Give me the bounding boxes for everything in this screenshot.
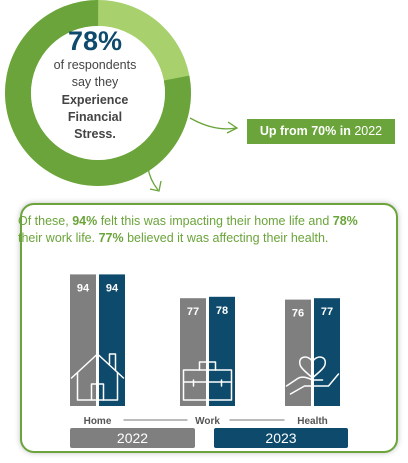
bar-label-health-2022: 76 xyxy=(292,308,304,320)
callout-year: 2022 xyxy=(354,124,383,138)
bar-label-health-2023: 77 xyxy=(321,306,333,318)
bar-work-2023 xyxy=(209,296,235,406)
arrow-to-callout-head xyxy=(226,121,239,134)
briefcase-icon xyxy=(182,361,233,401)
house-icon xyxy=(70,353,125,401)
impact-bar-chart: 94 94 77 78 76 77 Home Work Health xyxy=(70,274,340,427)
bar-health-2022 xyxy=(285,299,311,406)
panel-text-2: felt this was impacting their home life … xyxy=(97,214,333,228)
category-label-home: Home xyxy=(84,416,112,427)
donut-line-2: say they xyxy=(71,75,119,89)
bar-label-work-2023: 78 xyxy=(216,305,228,317)
panel-description: Of these, 94% felt this was impacting th… xyxy=(18,213,378,247)
donut-percent: 78% xyxy=(67,26,123,56)
panel-text-3: their work life. xyxy=(18,231,99,245)
bar-health-2023 xyxy=(314,298,340,406)
heart-hand-icon xyxy=(285,356,340,395)
bar-label-home-2023: 94 xyxy=(106,282,119,294)
legend-2023: 2023 xyxy=(214,428,348,448)
category-label-work: Work xyxy=(195,416,220,427)
stress-donut xyxy=(5,0,191,186)
panel-home-pct: 94% xyxy=(72,214,98,228)
bar-work-2022 xyxy=(180,298,206,406)
panel-health-pct: 77% xyxy=(98,231,124,245)
legend-2022: 2022 xyxy=(70,428,195,448)
panel-text-4: believed it was affecting their health. xyxy=(123,231,329,245)
donut-line-3: Experience xyxy=(61,93,129,107)
increase-callout: Up from 70% in 2022 xyxy=(247,119,395,144)
donut-line-5: Stress. xyxy=(74,127,116,141)
category-label-health: Health xyxy=(297,416,328,427)
callout-bold-text: Up from 70% in xyxy=(259,124,351,138)
bar-label-home-2022: 94 xyxy=(77,282,90,294)
bar-label-work-2022: 77 xyxy=(187,306,199,318)
panel-work-pct: 78% xyxy=(332,214,358,228)
panel-text-1: Of these, xyxy=(18,214,73,228)
donut-line-1: of respondents xyxy=(53,58,137,72)
donut-line-4: Financial xyxy=(67,110,123,124)
donut-separator xyxy=(31,26,165,160)
